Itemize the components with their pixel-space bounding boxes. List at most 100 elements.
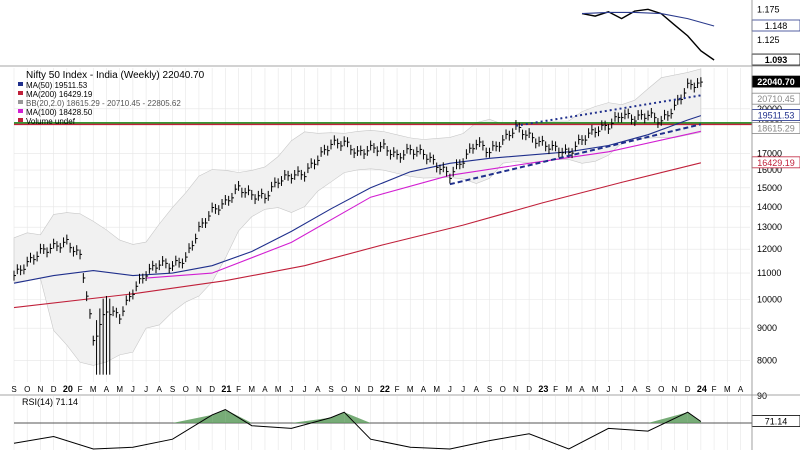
x-tick-label: A <box>157 385 163 394</box>
legend: MA(50) 19511.53 MA(200) 16429.19 BB(20,2… <box>18 81 181 126</box>
x-tick-label: J <box>289 385 293 394</box>
x-tick-label: M <box>433 385 440 394</box>
legend-swatch <box>18 100 23 104</box>
x-tick-label: J <box>620 385 624 394</box>
x-tick-label: M <box>565 385 572 394</box>
trendline <box>515 94 702 127</box>
x-tick-label: S <box>487 385 492 394</box>
y-tick-label: 90 <box>757 391 767 401</box>
value-badge-label: 16429.19 <box>757 158 795 168</box>
x-tick-label: O <box>341 385 347 394</box>
x-tick-label: F <box>712 385 717 394</box>
x-tick-label: J <box>131 385 135 394</box>
x-tick-label: M <box>275 385 282 394</box>
x-tick-label: J <box>144 385 148 394</box>
x-tick-label: A <box>104 385 110 394</box>
chart-title: Nifty 50 Index - India (Weekly) 22040.70 <box>26 70 205 81</box>
y-tick-label: 11000 <box>757 268 781 278</box>
rsi-line <box>13 408 702 450</box>
x-tick-label: O <box>24 385 30 394</box>
x-tick-label: D <box>526 385 532 394</box>
legend-swatch <box>18 82 23 86</box>
x-tick-label: M <box>248 385 255 394</box>
y-tick-label: 10000 <box>757 294 782 304</box>
x-tick-label: S <box>645 385 650 394</box>
y-tick-label: 15000 <box>757 183 782 193</box>
x-tick-label: 21 <box>221 384 231 394</box>
x-tick-label: N <box>196 385 202 394</box>
value-badge-label: 1.148 <box>765 21 788 31</box>
moving-average-line <box>146 130 702 279</box>
bollinger-band <box>13 68 702 366</box>
legend-item: Volume undef <box>26 117 76 126</box>
relative-strength-line <box>581 11 715 27</box>
x-tick-label: M <box>592 385 599 394</box>
x-tick-label: D <box>685 385 691 394</box>
y-tick-label: 14000 <box>757 202 782 212</box>
rsi-overbought-area <box>344 412 371 423</box>
value-badge-label: 71.14 <box>765 416 788 426</box>
x-tick-label: 24 <box>697 384 707 394</box>
rsi-overbought-area <box>648 412 688 423</box>
moving-average-line <box>13 162 702 309</box>
y-tick-label: 1.125 <box>757 35 780 45</box>
x-tick-label: J <box>606 385 610 394</box>
x-tick-label: M <box>116 385 123 394</box>
x-tick-label: S <box>170 385 175 394</box>
x-tick-label: A <box>632 385 638 394</box>
x-tick-label: D <box>209 385 215 394</box>
y-tick-label: 17000 <box>757 148 782 158</box>
x-tick-label: F <box>236 385 241 394</box>
x-tick-label: A <box>421 385 427 394</box>
legend-swatch <box>18 91 23 95</box>
x-tick-label: 23 <box>538 384 548 394</box>
legend-item: MA(200) 16429.19 <box>26 90 93 99</box>
x-tick-label: N <box>355 385 361 394</box>
legend-swatch <box>18 109 23 113</box>
x-tick-label: D <box>51 385 57 394</box>
y-tick-label: 1.175 <box>757 4 780 14</box>
x-tick-label: M <box>90 385 97 394</box>
x-tick-label: S <box>11 385 16 394</box>
rsi-title: RSI(14) 71.14 <box>22 397 78 407</box>
x-tick-label: M <box>724 385 731 394</box>
value-badge-label: 19511.53 <box>758 111 795 121</box>
x-tick-label: F <box>553 385 558 394</box>
x-tick-label: A <box>474 385 480 394</box>
x-tick-label: O <box>183 385 189 394</box>
relative-strength-line <box>581 8 715 61</box>
rsi-panel: 90 71.14 <box>13 391 800 450</box>
x-tick-label: A <box>579 385 585 394</box>
x-tick-label: A <box>738 385 744 394</box>
x-tick-label: S <box>328 385 333 394</box>
x-tick-label: 22 <box>380 384 390 394</box>
y-tick-label: 12000 <box>757 244 782 254</box>
x-tick-label: N <box>513 385 519 394</box>
x-tick-label: J <box>303 385 307 394</box>
x-tick-label: A <box>315 385 321 394</box>
value-badge-label: 18615.29 <box>757 124 795 134</box>
rsi-overbought-area <box>212 409 226 423</box>
x-tick-label: D <box>368 385 374 394</box>
x-tick-label: O <box>500 385 506 394</box>
y-tick-label: 20000 <box>757 104 782 114</box>
y-tick-label: 8000 <box>757 356 777 366</box>
x-tick-label: 20 <box>63 384 73 394</box>
legend-item: MA(50) 19511.53 <box>26 81 88 90</box>
value-badge-label: 20710.45 <box>757 94 795 104</box>
rsi-overbought-area <box>225 409 252 423</box>
x-tick-label: F <box>395 385 400 394</box>
x-tick-label: A <box>262 385 268 394</box>
trendline <box>449 123 702 186</box>
price-panel: S O N D 20 F M A M J J A S O N D 21 F M A M J J A S O N D 22 F M A M J J A S… <box>11 68 800 394</box>
x-tick-label: F <box>78 385 83 394</box>
x-tick-label: O <box>658 385 664 394</box>
y-tick-label: 9000 <box>757 323 777 333</box>
y-tick-label: 16000 <box>757 165 782 175</box>
rsi-overbought-area <box>291 417 332 423</box>
x-tick-label: N <box>672 385 678 394</box>
